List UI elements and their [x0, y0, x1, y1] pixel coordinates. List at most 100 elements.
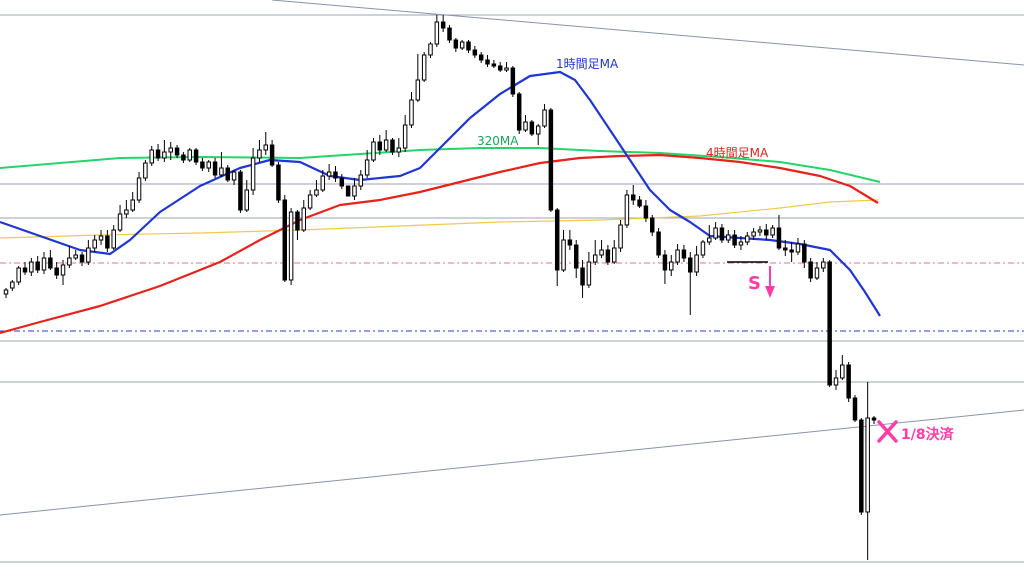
candle — [428, 42, 433, 58]
candle — [802, 240, 807, 268]
candle-body — [567, 239, 573, 246]
candle — [529, 120, 535, 136]
candle-body — [840, 364, 845, 379]
candle-body — [149, 149, 154, 164]
candle — [3, 288, 9, 298]
candle — [757, 226, 763, 236]
candle-body — [694, 254, 699, 273]
candle — [29, 258, 34, 276]
candle-body — [54, 267, 59, 276]
candle — [358, 170, 364, 190]
candle — [288, 208, 294, 285]
candle — [212, 158, 218, 178]
candle — [821, 258, 826, 272]
candle — [573, 240, 579, 278]
candle-body — [326, 171, 332, 177]
candle — [282, 195, 288, 282]
candle-body — [269, 144, 275, 166]
candle-body — [415, 79, 421, 101]
candle-body — [244, 189, 250, 211]
candle — [548, 108, 554, 212]
candle-body — [3, 289, 9, 295]
candle — [352, 178, 357, 200]
candle-body — [92, 239, 97, 249]
candle — [200, 158, 205, 171]
candlesticks — [3, 15, 877, 560]
candle-body — [73, 254, 78, 259]
candle-body — [529, 121, 535, 135]
candle-body — [345, 185, 351, 197]
candle — [700, 240, 706, 258]
candle — [320, 170, 326, 192]
candle — [447, 25, 452, 43]
candle-body — [352, 185, 357, 197]
candle — [421, 52, 427, 82]
candle — [231, 170, 237, 185]
candle-body — [472, 49, 478, 56]
candle — [155, 144, 161, 161]
candle — [371, 138, 376, 162]
candle-body — [605, 249, 611, 263]
candle-body — [516, 93, 522, 131]
candle-body — [200, 161, 205, 169]
candle-body — [212, 161, 218, 176]
candle-body — [523, 121, 528, 131]
candle — [54, 262, 59, 279]
candle-body — [643, 205, 649, 219]
candle — [567, 230, 573, 250]
candle — [497, 62, 503, 72]
candle-body — [22, 267, 28, 273]
candle — [776, 215, 782, 250]
candle — [770, 225, 775, 238]
candle-body — [808, 261, 813, 279]
candle — [10, 280, 15, 291]
candle — [244, 180, 250, 212]
candle — [605, 245, 611, 265]
candle-body — [181, 154, 186, 161]
candle-body — [320, 175, 326, 191]
candle-body — [225, 167, 230, 181]
candle — [688, 252, 693, 315]
candle-body — [168, 147, 173, 153]
candle — [662, 250, 668, 284]
candle-body — [339, 177, 345, 187]
candle-body — [276, 164, 281, 201]
candle — [580, 260, 585, 298]
candle-body — [548, 109, 554, 211]
candle — [504, 62, 509, 72]
candle — [650, 215, 655, 236]
candle — [713, 222, 718, 240]
candle — [586, 252, 592, 288]
trend-lines — [0, 0, 1024, 516]
candle-body — [795, 243, 801, 253]
annotations: 1時間足MA 4時間足MA 320MA S 1/8決済 — [477, 57, 955, 443]
candle-body — [35, 261, 40, 271]
candle-body — [358, 174, 364, 187]
candle-body — [219, 167, 224, 176]
candle — [795, 238, 801, 255]
candle — [193, 148, 199, 165]
candle-body — [738, 241, 744, 246]
candle-body — [859, 419, 864, 513]
candle — [263, 132, 269, 155]
candle — [472, 46, 478, 58]
candle-body — [143, 162, 148, 179]
candle — [402, 115, 408, 152]
candle-body — [459, 41, 465, 49]
candle-body — [421, 54, 427, 81]
candle-body — [428, 43, 433, 56]
candle-body — [295, 211, 300, 231]
candle — [257, 140, 262, 162]
candle — [542, 104, 547, 128]
candle — [92, 235, 97, 252]
candle-body — [453, 39, 459, 49]
candle-body — [434, 21, 440, 45]
candle-body — [681, 249, 687, 259]
candle-body — [206, 161, 211, 169]
candle-body — [238, 171, 243, 211]
candle-body — [117, 213, 123, 231]
candle-body — [675, 249, 680, 263]
candle-body — [111, 229, 116, 249]
candle — [339, 174, 345, 189]
candle-body — [535, 125, 541, 135]
